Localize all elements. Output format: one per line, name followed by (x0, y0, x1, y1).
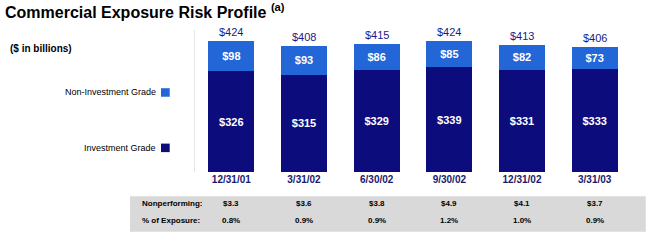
svg-text:$326: $326 (219, 116, 243, 128)
svg-text:$4.9: $4.9 (441, 199, 457, 208)
svg-text:$406: $406 (583, 32, 607, 44)
svg-text:Nonperforming:: Nonperforming: (142, 199, 202, 208)
svg-text:$315: $315 (292, 117, 316, 129)
svg-text:$73: $73 (585, 52, 603, 64)
svg-text:12/31/01: 12/31/01 (212, 174, 251, 185)
svg-text:1.2%: 1.2% (440, 216, 458, 225)
svg-text:$85: $85 (440, 48, 458, 60)
svg-text:3/31/03: 3/31/03 (578, 174, 612, 185)
svg-text:$98: $98 (222, 50, 240, 62)
svg-text:Commercial Exposure Risk Profi: Commercial Exposure Risk Profile ​(a)​ (5, 1, 285, 21)
svg-text:$4.1: $4.1 (514, 199, 530, 208)
svg-text:0.9%: 0.9% (295, 216, 313, 225)
svg-text:$331: $331 (510, 115, 534, 127)
svg-text:12/31/02: 12/31/02 (503, 174, 542, 185)
svg-text:($ in billions): ($ in billions) (10, 43, 72, 54)
svg-text:$86: $86 (367, 51, 385, 63)
svg-text:$339: $339 (437, 114, 461, 126)
svg-text:$408: $408 (292, 31, 316, 43)
svg-text:9/30/02: 9/30/02 (433, 174, 467, 185)
svg-text:$3.7: $3.7 (587, 199, 603, 208)
svg-text:0.9%: 0.9% (586, 216, 604, 225)
svg-text:$424: $424 (437, 26, 461, 38)
svg-text:$424: $424 (219, 26, 243, 38)
svg-text:0.9%: 0.9% (368, 216, 386, 225)
svg-text:$329: $329 (364, 115, 388, 127)
svg-text:Investment Grade: Investment Grade (84, 143, 156, 153)
svg-text:0.8%: 0.8% (222, 216, 240, 225)
svg-text:$3.8: $3.8 (369, 199, 385, 208)
svg-text:$3.6: $3.6 (296, 199, 312, 208)
svg-text:$93: $93 (295, 54, 313, 66)
svg-text:Non-Investment Grade: Non-Investment Grade (65, 87, 156, 97)
svg-text:$82: $82 (513, 51, 531, 63)
svg-text:$3.3: $3.3 (223, 199, 239, 208)
svg-text:$415: $415 (365, 29, 389, 41)
svg-text:% of Exposure:: % of Exposure: (142, 216, 200, 225)
svg-text:$413: $413 (510, 30, 534, 42)
svg-text:1.0%: 1.0% (513, 216, 531, 225)
svg-text:6/30/02: 6/30/02 (360, 174, 394, 185)
svg-text:$333: $333 (582, 115, 606, 127)
svg-text:3/31/02: 3/31/02 (287, 174, 321, 185)
